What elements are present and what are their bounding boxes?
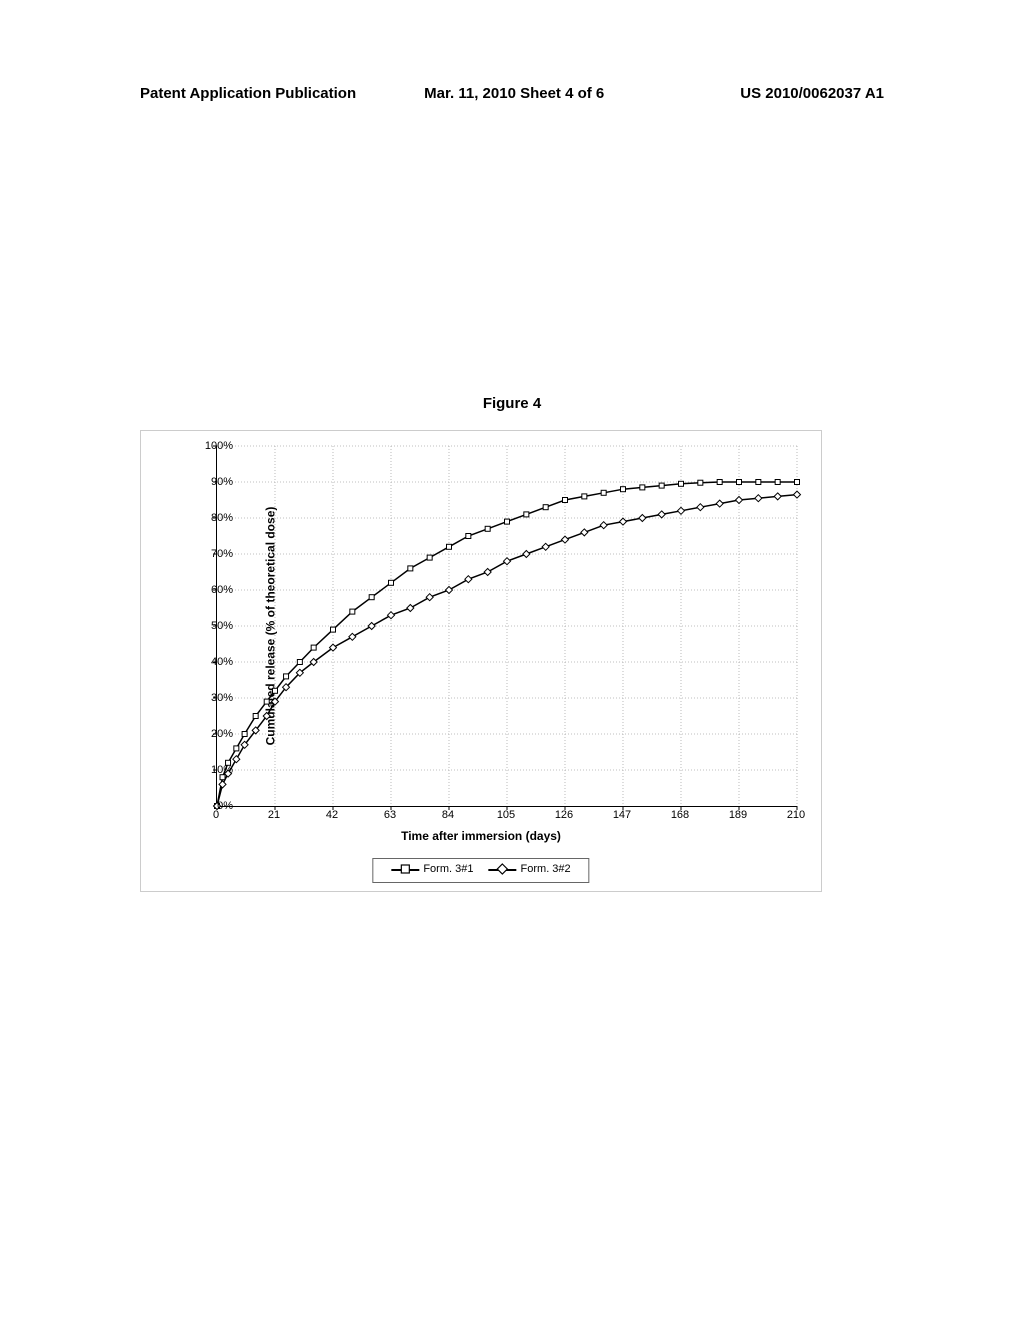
y-tick-label: 50% [193,620,233,632]
y-tick-label: 40% [193,656,233,668]
legend: Form. 3#1 Form. 3#2 [372,858,589,883]
y-tick-label: 90% [193,476,233,488]
chart-svg [217,446,797,806]
y-tick-label: 80% [193,512,233,524]
x-axis-title: Time after immersion (days) [141,829,821,843]
x-tick-label: 63 [375,809,405,821]
y-tick-label: 30% [193,692,233,704]
x-tick-label: 42 [317,809,347,821]
legend-marker-diamond [489,863,517,875]
header-left: Patent Application Publication [140,85,420,102]
y-tick-label: 20% [193,728,233,740]
plot-area [216,446,797,807]
figure-title: Figure 4 [0,395,1024,412]
x-tick-label: 84 [433,809,463,821]
y-tick-label: 10% [193,764,233,776]
legend-item-1: Form. 3#1 [391,863,473,875]
x-tick-label: 147 [607,809,637,821]
x-tick-label: 0 [201,809,231,821]
x-tick-label: 126 [549,809,579,821]
header-center: Mar. 11, 2010 Sheet 4 of 6 [424,85,654,102]
chart-frame: Cumulated release (% of theoretical dose… [140,430,822,892]
y-tick-label: 60% [193,584,233,596]
x-tick-label: 21 [259,809,289,821]
x-tick-label: 105 [491,809,521,821]
legend-label-2: Form. 3#2 [521,863,571,875]
legend-item-2: Form. 3#2 [489,863,571,875]
page-header: Patent Application Publication Mar. 11, … [140,85,884,102]
y-tick-label: 100% [193,440,233,452]
x-tick-label: 210 [781,809,811,821]
x-tick-label: 189 [723,809,753,821]
x-tick-label: 168 [665,809,695,821]
y-tick-label: 70% [193,548,233,560]
legend-marker-square [391,863,419,875]
header-right: US 2010/0062037 A1 [740,85,884,102]
legend-label-1: Form. 3#1 [423,863,473,875]
